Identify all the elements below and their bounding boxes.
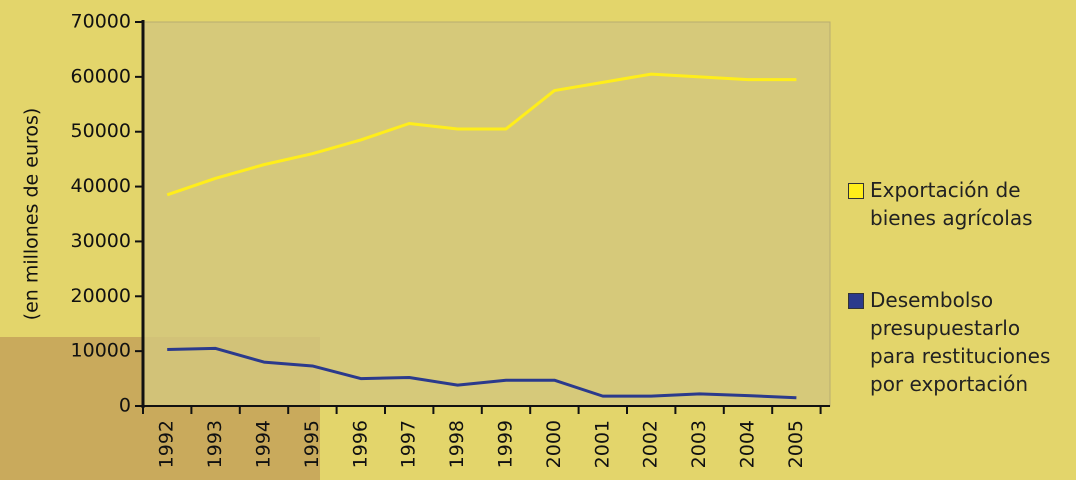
x-tick-label: 2002 bbox=[640, 420, 662, 468]
x-tick-label: 2000 bbox=[543, 420, 565, 468]
x-tick-label: 1999 bbox=[495, 420, 517, 468]
x-tick-label: 1993 bbox=[204, 420, 226, 468]
y-tick-label: 70000 bbox=[71, 11, 131, 33]
x-tick-label: 1995 bbox=[301, 420, 323, 468]
x-tick-label: 1997 bbox=[398, 420, 420, 468]
chart: (en millones de euros) 0 10000 20000 30000 4… bbox=[0, 0, 1076, 480]
legend-swatch bbox=[848, 293, 864, 309]
legend-label: Desembolso presupuestarlo para restituci… bbox=[870, 288, 1050, 396]
x-tick-label: 2001 bbox=[591, 420, 613, 468]
x-tick-label: 2005 bbox=[785, 420, 807, 468]
x-tick-label: 2003 bbox=[688, 420, 710, 468]
x-tick-label: 1992 bbox=[156, 420, 178, 468]
x-tick-label: 2004 bbox=[737, 420, 759, 468]
x-tick-label: 1998 bbox=[446, 420, 468, 468]
y-tick-label: 0 bbox=[119, 395, 131, 417]
x-tick-label: 1996 bbox=[349, 420, 371, 468]
y-tick-label: 50000 bbox=[71, 120, 131, 142]
y-tick-label: 10000 bbox=[71, 340, 131, 362]
y-tick-label: 40000 bbox=[71, 175, 131, 197]
y-tick-label: 20000 bbox=[71, 285, 131, 307]
legend-item: Desembolso presupuestarlo para restituci… bbox=[848, 286, 1070, 398]
y-axis-label: (en millones de euros) bbox=[21, 108, 43, 321]
legend-label: Exportación de bienes agrícolas bbox=[870, 178, 1033, 230]
x-tick-label: 1994 bbox=[253, 420, 275, 468]
y-tick-label: 60000 bbox=[71, 65, 131, 87]
legend-item: Exportación de bienes agrícolas bbox=[848, 176, 1070, 232]
y-tick-label: 30000 bbox=[71, 230, 131, 252]
page: (en millones de euros) 0 10000 20000 30000 4… bbox=[0, 0, 1076, 480]
legend-swatch bbox=[848, 183, 864, 199]
